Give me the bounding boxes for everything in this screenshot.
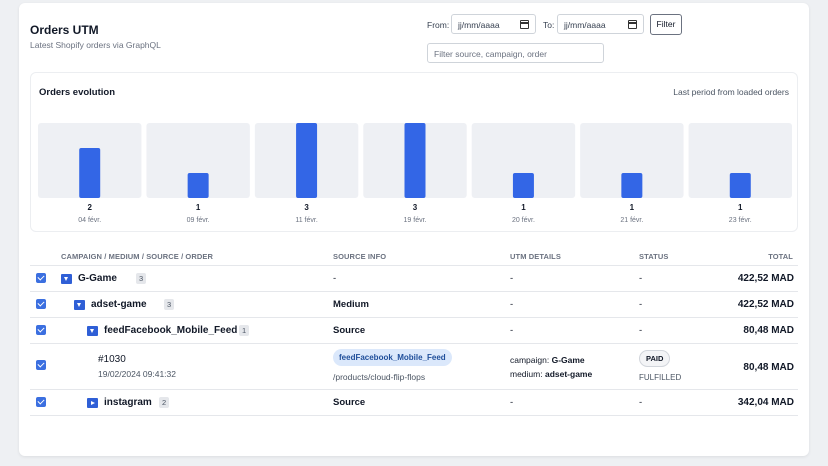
chart-bar[interactable] — [621, 173, 642, 198]
medium-name: adset-game — [91, 299, 147, 310]
from-date-input[interactable]: jj/mm/aaaa — [451, 14, 536, 34]
utm-medium: medium: adset-game — [510, 369, 592, 379]
chart-bar[interactable] — [79, 148, 100, 198]
status: - — [639, 273, 642, 284]
expand-toggle-icon[interactable] — [87, 398, 98, 408]
col-header-campaign: CAMPAIGN / MEDIUM / SOURCE / ORDER — [61, 252, 213, 261]
order-number[interactable]: #1030 — [98, 354, 126, 365]
col-header-utm-details: UTM DETAILS — [510, 252, 561, 261]
calendar-icon[interactable] — [520, 20, 529, 29]
fulfillment-status: FULFILLED — [639, 373, 681, 382]
utm-campaign-label: campaign: — [510, 355, 549, 365]
col-header-status: STATUS — [639, 252, 669, 261]
row-total: 422,52 MAD — [738, 299, 794, 310]
chart-value-label: 3 — [413, 203, 418, 212]
collapse-toggle-icon[interactable] — [87, 326, 98, 336]
landing-path: /products/cloud-flip-flops — [333, 372, 425, 382]
search-input[interactable]: Filter source, campaign, order — [427, 43, 604, 63]
source-name: instagram — [104, 397, 152, 408]
col-header-source-info: SOURCE INFO — [333, 252, 386, 261]
status: - — [639, 299, 642, 310]
row-checkbox[interactable] — [36, 397, 46, 407]
chart-value-label: 1 — [521, 203, 526, 212]
source-badge: feedFacebook_Mobile_Feed — [333, 349, 452, 366]
status: - — [639, 397, 642, 408]
chart-category-label: 19 févr. — [404, 217, 427, 224]
source-info: - — [333, 273, 336, 284]
chart-bar[interactable] — [188, 173, 209, 198]
row-checkbox[interactable] — [36, 299, 46, 309]
source-info: Medium — [333, 299, 369, 310]
order-row[interactable]: #1030 19/02/2024 09:41:32 feedFacebook_M… — [30, 344, 798, 390]
table-row[interactable]: adset-game 3 Medium - - 422,52 MAD — [30, 292, 798, 318]
row-checkbox[interactable] — [36, 325, 46, 335]
order-date: 19/02/2024 09:41:32 — [98, 369, 176, 379]
table-row[interactable]: instagram 2 Source - - 342,04 MAD — [30, 390, 798, 416]
utm-details: - — [510, 397, 513, 408]
bar-chart: 2 04 févr. 1 09 févr. 3 11 févr. 3 19 févr. 1 20 … — [31, 73, 799, 233]
from-label: From: — [427, 20, 449, 30]
to-label: To: — [543, 20, 554, 30]
collapse-toggle-icon[interactable] — [74, 300, 85, 310]
campaign-name: G-Game — [78, 273, 117, 284]
chart-category-label: 23 févr. — [729, 217, 752, 224]
filter-button[interactable]: Filter — [650, 14, 682, 35]
chart-value-label: 2 — [87, 203, 92, 212]
utm-campaign-value: G-Game — [552, 355, 585, 365]
source-info: Source — [333, 325, 365, 336]
chart-bar[interactable] — [296, 123, 317, 198]
orders-card: Orders UTM Latest Shopify orders via Gra… — [19, 3, 809, 456]
from-date-placeholder: jj/mm/aaaa — [458, 20, 500, 30]
row-total: 342,04 MAD — [738, 397, 794, 408]
row-count-badge: 3 — [136, 273, 146, 284]
chart-category-label: 21 févr. — [620, 217, 643, 224]
row-total: 80,48 MAD — [743, 325, 794, 336]
col-header-total: TOTAL — [768, 252, 793, 261]
row-checkbox[interactable] — [36, 360, 46, 370]
chart-value-label: 1 — [630, 203, 635, 212]
utm-medium-label: medium: — [510, 369, 543, 379]
chart-category-label: 04 févr. — [78, 217, 101, 224]
utm-medium-value: adset-game — [545, 369, 592, 379]
row-total: 80,48 MAD — [743, 362, 794, 373]
source-info: Source — [333, 397, 365, 408]
row-checkbox[interactable] — [36, 273, 46, 283]
table-row[interactable]: feedFacebook_Mobile_Feed 1 Source - - 80… — [30, 318, 798, 344]
table-row[interactable]: G-Game 3 - - - 422,52 MAD — [30, 266, 798, 292]
payment-status-badge: PAID — [639, 350, 670, 367]
page-subtitle: Latest Shopify orders via GraphQL — [30, 40, 161, 50]
chart-value-label: 1 — [196, 203, 201, 212]
status: - — [639, 325, 642, 336]
chart-category-label: 20 févr. — [512, 217, 535, 224]
collapse-toggle-icon[interactable] — [61, 274, 72, 284]
row-total: 422,52 MAD — [738, 273, 794, 284]
row-count-badge: 3 — [164, 299, 174, 310]
to-date-placeholder: jj/mm/aaaa — [564, 20, 606, 30]
chart-bar[interactable] — [513, 173, 534, 198]
orders-evolution-chart: Orders evolution Last period from loaded… — [30, 72, 798, 232]
utm-campaign: campaign: G-Game — [510, 355, 585, 365]
chart-bar[interactable] — [730, 173, 751, 198]
page-title: Orders UTM — [30, 23, 99, 37]
utm-details: - — [510, 273, 513, 284]
row-count-badge: 2 — [159, 397, 169, 408]
utm-details: - — [510, 325, 513, 336]
chart-bar[interactable] — [405, 123, 426, 198]
chart-category-label: 11 févr. — [295, 217, 317, 224]
to-date-input[interactable]: jj/mm/aaaa — [557, 14, 644, 34]
source-name: feedFacebook_Mobile_Feed — [104, 325, 237, 336]
utm-details: - — [510, 299, 513, 310]
chart-value-label: 1 — [738, 203, 743, 212]
row-count-badge: 1 — [239, 325, 249, 336]
chart-category-label: 09 févr. — [187, 217, 210, 224]
calendar-icon[interactable] — [628, 20, 637, 29]
chart-value-label: 3 — [304, 203, 309, 212]
